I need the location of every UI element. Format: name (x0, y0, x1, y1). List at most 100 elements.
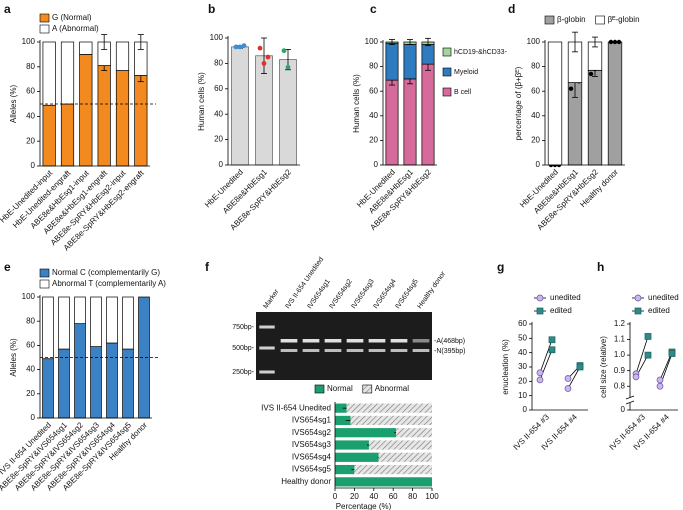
data-point (616, 39, 622, 45)
y-tick-label: 20 (214, 135, 223, 144)
gel-band (412, 339, 430, 343)
legend-swatch (544, 15, 555, 25)
y-tick-label: 60 (518, 319, 527, 328)
y-tick-label: 0.8 (614, 381, 626, 390)
gel-band (346, 349, 364, 352)
y-tick-label: 20 (26, 136, 35, 145)
lane-label: Healthy donor (416, 270, 447, 310)
legend-label: hCD19-&hCD33- (454, 49, 508, 56)
bar-segment (106, 342, 118, 419)
data-point (568, 86, 574, 91)
bar-segment (350, 415, 432, 426)
legend-swatch (362, 384, 373, 394)
gel-image (256, 312, 432, 380)
band-label: -N(395bp) (434, 348, 466, 355)
pair-line (635, 336, 649, 374)
bar-segment (58, 296, 70, 350)
bar-segment (60, 103, 75, 167)
legend-label: Abnormal (375, 384, 409, 393)
bar-segment (134, 75, 148, 167)
y-tick-label: 0 (536, 160, 541, 169)
bar-segment (335, 477, 432, 487)
bar-segment (42, 104, 56, 167)
y-tick-label: 1.0 (614, 350, 626, 359)
data-point (536, 376, 544, 384)
legend-marker (536, 307, 544, 315)
y-tick-label: 60 (531, 86, 540, 95)
legend-label: β-globin (557, 15, 586, 24)
gel-band (368, 339, 386, 343)
y-tick-label: 30 (518, 362, 527, 371)
gel-band (324, 339, 342, 343)
bar-segment (106, 296, 118, 344)
y-tick-label: 80 (369, 62, 378, 71)
data-point (281, 48, 287, 54)
data-point (237, 44, 243, 50)
legend-marker (536, 294, 544, 302)
data-point (536, 369, 544, 377)
legend-label: Normal (327, 384, 353, 393)
y-tick-label: 100 (365, 37, 379, 46)
y-tick-label: IVS654sg2 (292, 428, 332, 437)
y-axis-label: enucleation (%) (501, 339, 510, 395)
legend-label: A (Abnormal) (52, 24, 99, 33)
band-label: -A(468bp) (434, 338, 465, 345)
gel-band (390, 349, 408, 352)
legend-marker (634, 294, 642, 302)
y-tick-label: 10 (518, 391, 527, 400)
data-point (576, 363, 584, 371)
ladder-label: 500bp- (232, 345, 254, 352)
gel-band (280, 339, 298, 343)
legend-label: unedited (648, 293, 679, 302)
axis-break-gap (626, 397, 634, 403)
y-tick-label: IVS654sg1 (292, 416, 332, 425)
data-point (285, 64, 291, 70)
data-point (668, 350, 676, 357)
bar-segment (378, 452, 432, 462)
axis-break (625, 400, 635, 405)
legend-swatch (39, 24, 50, 34)
ladder-label: 750bp- (232, 324, 254, 331)
x-tick-label: 80 (408, 492, 417, 501)
bar-segment (60, 41, 75, 105)
bar-segment (79, 54, 93, 167)
y-tick-label: 40 (369, 111, 378, 120)
legend-label: Abnormal T (complementarily A) (52, 279, 166, 288)
y-tick-label: 20 (26, 389, 35, 398)
y-tick-label: 60 (26, 341, 35, 350)
data-point (608, 39, 614, 45)
bar-segment (42, 358, 54, 419)
data-point (548, 336, 556, 344)
gel-band (259, 325, 275, 329)
y-tick-label: IVS654sg3 (292, 440, 332, 449)
panel-letter: g (497, 260, 504, 274)
bar-segment (354, 464, 432, 475)
bar-segment (115, 70, 130, 167)
y-tick-label: 40 (531, 111, 540, 120)
bar-segment (122, 348, 134, 419)
gel-band (346, 339, 364, 343)
data-point (257, 45, 263, 51)
x-tick-label: 100 (425, 492, 439, 501)
gel-band (280, 349, 298, 352)
gel-band (302, 339, 320, 343)
lane-label: IVS II-654 Unedited (284, 256, 325, 310)
data-point (612, 39, 618, 45)
bar-segment (335, 428, 397, 438)
y-tick-label: 40 (518, 348, 527, 357)
legend-swatch (39, 13, 50, 23)
bar-segment (90, 296, 102, 347)
panel-letter: e (4, 260, 11, 274)
panel-letter: f (205, 260, 210, 274)
bar (231, 46, 249, 166)
y-tick-label: 60 (369, 86, 378, 95)
legend-swatch (39, 268, 50, 278)
data-point (656, 376, 664, 384)
bar-segment (587, 69, 603, 166)
bar-segment (335, 440, 369, 450)
y-tick-label: 100 (210, 33, 224, 42)
y-tick-label: 0 (31, 161, 36, 170)
bar (279, 59, 297, 166)
bar-segment (421, 44, 435, 65)
gel-band (302, 349, 320, 352)
